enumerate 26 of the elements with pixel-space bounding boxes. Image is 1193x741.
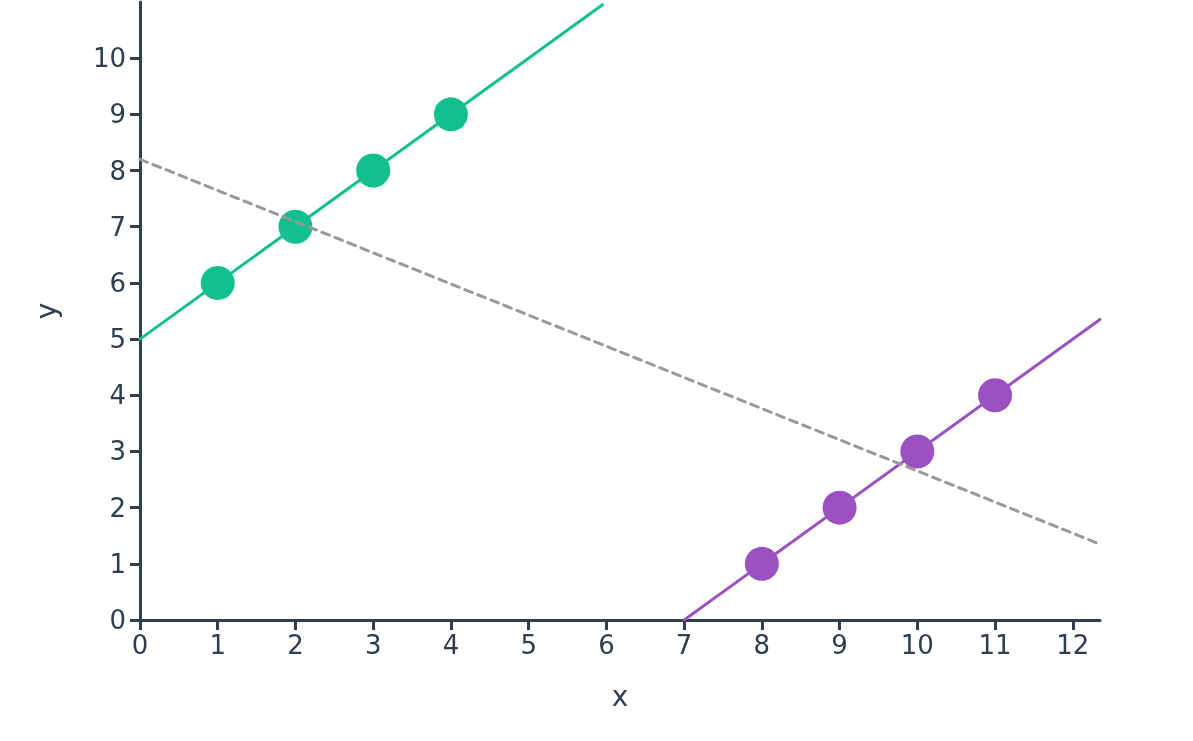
x-tick-label: 6 bbox=[598, 630, 615, 660]
y-tick-label: 7 bbox=[109, 211, 126, 242]
y-tick-label: 0 bbox=[109, 605, 126, 635]
y-tick-label: 10 bbox=[92, 43, 126, 74]
y-tick-label: 6 bbox=[109, 267, 126, 298]
y-tick-label: 3 bbox=[109, 436, 126, 467]
y-tick-label: 1 bbox=[109, 548, 126, 579]
x-tick-label: 2 bbox=[287, 630, 304, 660]
y-tick-label: 9 bbox=[109, 99, 126, 130]
x-tick-label: 5 bbox=[520, 630, 537, 660]
y-tick-label: 8 bbox=[109, 155, 126, 186]
x-tick-label: 7 bbox=[675, 630, 693, 660]
y-axis-title: y bbox=[29, 302, 63, 320]
x-tick-label: 9 bbox=[831, 630, 848, 660]
x-tick-label: 3 bbox=[364, 630, 382, 660]
y-tick-label: 5 bbox=[109, 324, 126, 355]
x-tick-label: 1 bbox=[209, 630, 227, 660]
x-axis-title: x bbox=[611, 679, 629, 713]
y-tick-label: 2 bbox=[109, 492, 126, 523]
x-tick-label: 11 bbox=[978, 630, 1012, 660]
x-tick-label: 0 bbox=[131, 630, 149, 660]
x-tick-label: 10 bbox=[900, 630, 934, 660]
x-tick-label: 12 bbox=[1056, 630, 1090, 660]
x-tick-label: 8 bbox=[753, 630, 771, 660]
y-tick-label: 4 bbox=[109, 380, 126, 411]
x-tick-label: 4 bbox=[442, 630, 460, 660]
